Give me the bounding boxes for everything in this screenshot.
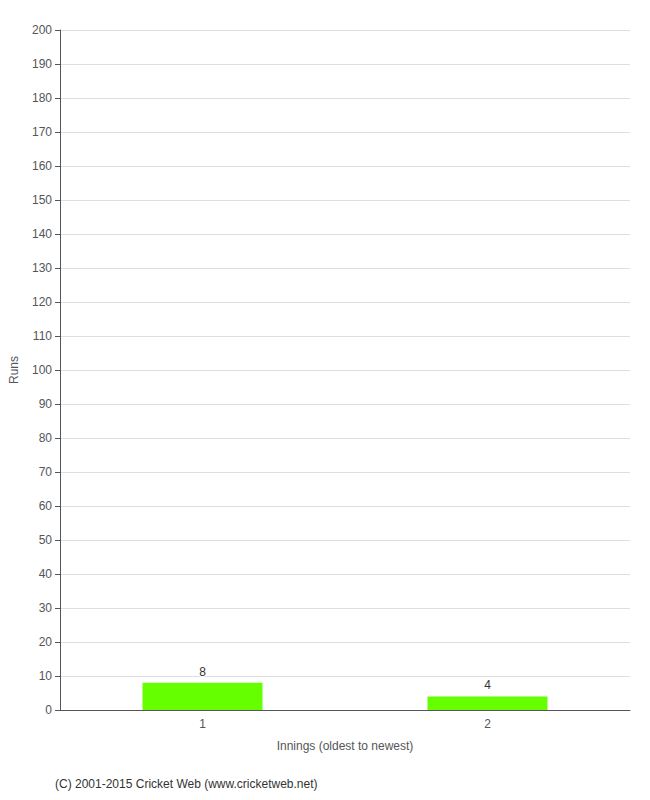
svg-text:70: 70 bbox=[39, 465, 53, 479]
svg-text:200: 200 bbox=[32, 23, 52, 37]
svg-text:190: 190 bbox=[32, 57, 52, 71]
svg-text:(C) 2001-2015 Cricket Web (www: (C) 2001-2015 Cricket Web (www.cricketwe… bbox=[55, 777, 318, 791]
svg-text:60: 60 bbox=[39, 499, 53, 513]
svg-text:8: 8 bbox=[199, 665, 206, 679]
svg-text:120: 120 bbox=[32, 295, 52, 309]
svg-text:170: 170 bbox=[32, 125, 52, 139]
svg-text:80: 80 bbox=[39, 431, 53, 445]
svg-text:50: 50 bbox=[39, 533, 53, 547]
svg-text:130: 130 bbox=[32, 261, 52, 275]
svg-text:10: 10 bbox=[39, 669, 53, 683]
svg-text:150: 150 bbox=[32, 193, 52, 207]
svg-text:20: 20 bbox=[39, 635, 53, 649]
svg-text:40: 40 bbox=[39, 567, 53, 581]
svg-text:0: 0 bbox=[45, 703, 52, 717]
svg-text:2: 2 bbox=[484, 717, 491, 731]
svg-text:160: 160 bbox=[32, 159, 52, 173]
svg-text:140: 140 bbox=[32, 227, 52, 241]
svg-text:180: 180 bbox=[32, 91, 52, 105]
svg-text:110: 110 bbox=[33, 329, 52, 343]
svg-text:100: 100 bbox=[32, 363, 52, 377]
svg-text:Runs: Runs bbox=[7, 356, 21, 384]
svg-text:90: 90 bbox=[39, 397, 53, 411]
svg-text:Innings (oldest to newest): Innings (oldest to newest) bbox=[277, 739, 414, 753]
svg-text:30: 30 bbox=[39, 601, 53, 615]
svg-text:1: 1 bbox=[199, 717, 206, 731]
svg-text:4: 4 bbox=[484, 678, 491, 692]
